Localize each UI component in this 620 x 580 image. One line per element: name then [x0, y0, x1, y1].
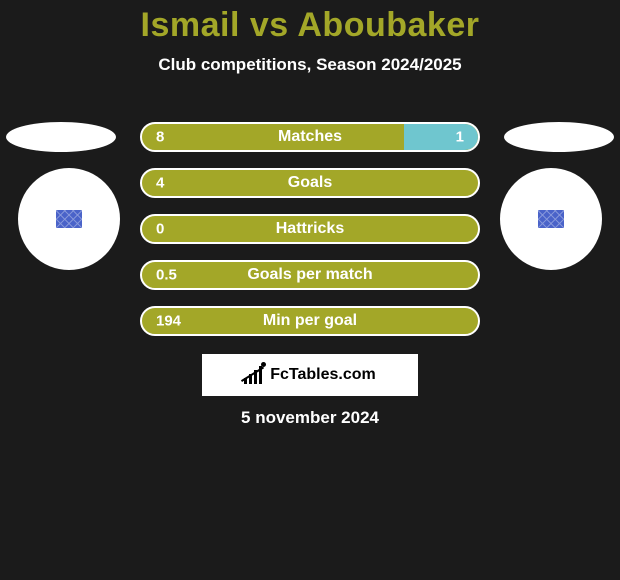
bar-label: Goals [142, 174, 478, 192]
player-left-avatar [18, 168, 120, 270]
chart-icon [244, 366, 262, 384]
player-right-avatar [500, 168, 602, 270]
stat-bars: 8 Matches 1 4 Goals 0 Hattricks 0.5 Goal… [140, 122, 480, 352]
bar-matches: 8 Matches 1 [140, 122, 480, 152]
subtitle: Club competitions, Season 2024/2025 [0, 55, 620, 75]
bar-min-per-goal: 194 Min per goal [140, 306, 480, 336]
bar-label: Min per goal [142, 312, 478, 330]
bar-goals-per-match: 0.5 Goals per match [140, 260, 480, 290]
branding-badge: FcTables.com [202, 354, 418, 396]
bar-right-value: 1 [456, 129, 464, 146]
player-left-marker [6, 122, 116, 152]
player-right-marker [504, 122, 614, 152]
comparison-infographic: Ismail vs Aboubaker Club competitions, S… [0, 0, 620, 580]
bar-label: Matches [142, 128, 478, 146]
flag-icon [56, 210, 82, 228]
branding-text: FcTables.com [270, 366, 376, 384]
date-label: 5 november 2024 [0, 408, 620, 428]
bar-label: Hattricks [142, 220, 478, 238]
flag-icon [538, 210, 564, 228]
page-title: Ismail vs Aboubaker [0, 6, 620, 45]
bar-goals: 4 Goals [140, 168, 480, 198]
bar-label: Goals per match [142, 266, 478, 284]
bar-hattricks: 0 Hattricks [140, 214, 480, 244]
